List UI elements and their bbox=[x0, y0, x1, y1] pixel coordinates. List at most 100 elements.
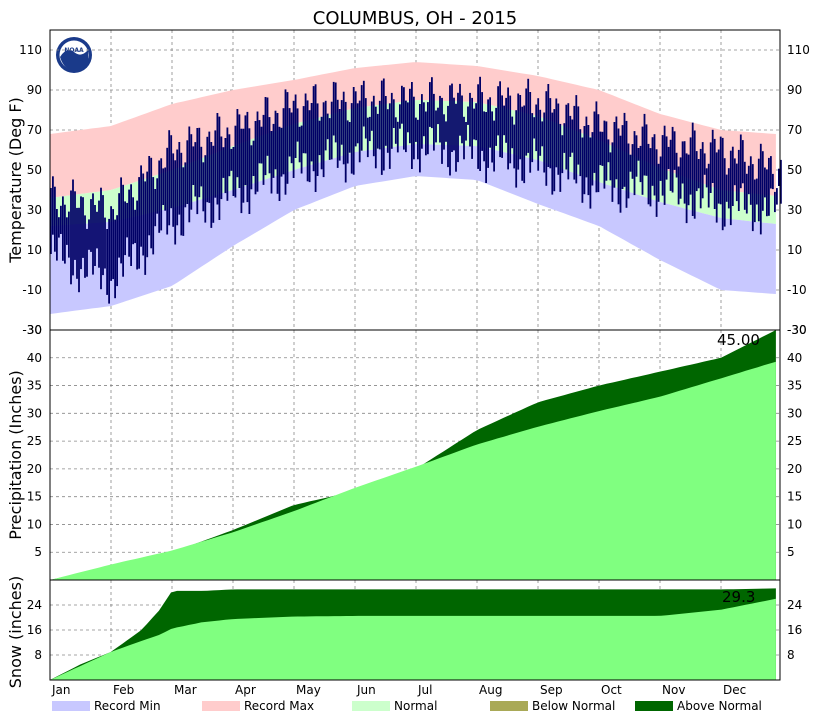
observed-day-bar bbox=[463, 116, 465, 160]
observed-day-bar bbox=[778, 168, 780, 186]
observed-day-bar bbox=[755, 178, 758, 205]
observed-day-bar bbox=[715, 152, 718, 223]
observed-day-bar bbox=[415, 117, 417, 142]
observed-day-bar bbox=[164, 167, 167, 211]
observed-day-bar bbox=[725, 174, 728, 202]
observed-day-bar bbox=[130, 184, 132, 266]
observed-day-bar bbox=[645, 124, 648, 176]
observed-day-bar bbox=[212, 145, 215, 223]
observed-day-bar bbox=[761, 151, 764, 211]
observed-day-bar bbox=[184, 162, 187, 208]
panel-1-marks bbox=[50, 62, 782, 314]
observed-day-bar bbox=[238, 114, 241, 188]
y-tick-label-left: 16 bbox=[27, 623, 42, 637]
observed-day-bar bbox=[176, 149, 179, 226]
observed-day-bar bbox=[316, 103, 319, 176]
legend-item-record-max: Record Max bbox=[202, 699, 314, 713]
observed-day-bar bbox=[643, 113, 646, 176]
observed-day-bar bbox=[639, 145, 642, 183]
y-tick-label-right: 24 bbox=[787, 598, 802, 612]
observed-day-bar bbox=[425, 111, 427, 156]
observed-day-bar bbox=[659, 156, 662, 181]
observed-day-bar bbox=[378, 100, 381, 150]
observed-day-bar bbox=[232, 147, 235, 196]
observed-day-bar bbox=[358, 100, 361, 163]
observed-day-bar bbox=[621, 125, 624, 189]
observed-day-bar bbox=[533, 117, 536, 139]
observed-day-bar bbox=[471, 97, 473, 159]
observed-day-bar bbox=[407, 102, 409, 133]
observed-day-bar bbox=[324, 100, 327, 151]
observed-day-bar bbox=[405, 100, 407, 153]
observed-day-bar bbox=[170, 135, 173, 209]
observed-day-bar bbox=[218, 116, 221, 220]
observed-day-bar bbox=[124, 201, 126, 256]
observed-day-bar bbox=[531, 113, 534, 163]
season-total-label: 45.00 bbox=[717, 331, 760, 349]
observed-day-bar bbox=[477, 84, 479, 169]
noaa-logo: NOAA bbox=[56, 37, 92, 73]
observed-day-bar bbox=[503, 105, 505, 136]
observed-day-bar bbox=[519, 95, 522, 160]
observed-day-bar bbox=[511, 116, 514, 149]
x-tick-label-may: May bbox=[296, 683, 321, 697]
observed-day-bar bbox=[66, 217, 68, 245]
observed-day-bar bbox=[110, 206, 112, 281]
observed-day-bar bbox=[605, 121, 608, 181]
observed-day-bar bbox=[62, 196, 64, 261]
observed-day-bar bbox=[228, 134, 231, 177]
observed-day-bar bbox=[447, 105, 449, 168]
normal-area bbox=[50, 598, 776, 680]
observed-day-bar bbox=[431, 77, 433, 129]
observed-day-bar bbox=[555, 98, 558, 168]
observed-day-bar bbox=[677, 166, 680, 205]
observed-day-bar bbox=[671, 126, 674, 193]
observed-day-bar bbox=[485, 112, 487, 183]
observed-day-bar bbox=[687, 154, 690, 206]
observed-day-bar bbox=[268, 117, 271, 174]
y-tick-label-right: 50 bbox=[787, 163, 802, 177]
observed-day-bar bbox=[102, 195, 104, 276]
observed-day-bar bbox=[234, 125, 237, 198]
observed-day-bar bbox=[50, 188, 52, 254]
x-tick-label-feb: Feb bbox=[113, 683, 134, 697]
observed-day-bar bbox=[637, 148, 640, 161]
observed-day-bar bbox=[70, 190, 72, 285]
observed-day-bar bbox=[495, 107, 497, 146]
observed-day-bar bbox=[413, 96, 415, 160]
observed-day-bar bbox=[214, 130, 217, 198]
observed-day-bar bbox=[146, 171, 149, 258]
y-tick-label-right: -30 bbox=[787, 323, 807, 337]
observed-day-bar bbox=[513, 124, 516, 169]
observed-day-bar bbox=[537, 98, 540, 171]
observed-day-bar bbox=[310, 103, 313, 162]
observed-day-bar bbox=[344, 101, 347, 183]
legend-label: Below Normal bbox=[532, 699, 615, 713]
observed-day-bar bbox=[272, 123, 275, 178]
observed-day-bar bbox=[547, 84, 550, 167]
observed-day-bar bbox=[158, 160, 161, 233]
observed-day-bar bbox=[487, 99, 489, 168]
observed-day-bar bbox=[701, 142, 704, 199]
y-tick-label-left: 10 bbox=[27, 243, 42, 257]
observed-day-bar bbox=[142, 173, 145, 256]
observed-day-bar bbox=[727, 168, 730, 209]
observed-day-bar bbox=[332, 81, 335, 136]
legend-item-record-min: Record Min bbox=[52, 699, 161, 713]
x-tick-label-aug: Aug bbox=[479, 683, 502, 697]
observed-day-bar bbox=[589, 137, 592, 209]
observed-day-bar bbox=[264, 97, 267, 176]
observed-day-bar bbox=[475, 103, 477, 141]
observed-day-bar bbox=[306, 100, 309, 182]
observed-day-bar bbox=[224, 138, 227, 194]
observed-day-bar bbox=[244, 115, 247, 186]
observed-day-bar bbox=[623, 112, 626, 187]
observed-day-bar bbox=[625, 120, 628, 208]
observed-day-bar bbox=[501, 95, 503, 158]
observed-day-bar bbox=[449, 85, 451, 176]
y-tick-label-right: 110 bbox=[787, 43, 810, 57]
observed-day-bar bbox=[613, 122, 616, 188]
observed-day-bar bbox=[328, 118, 331, 160]
observed-day-bar bbox=[334, 82, 337, 143]
observed-day-bar bbox=[559, 123, 562, 192]
